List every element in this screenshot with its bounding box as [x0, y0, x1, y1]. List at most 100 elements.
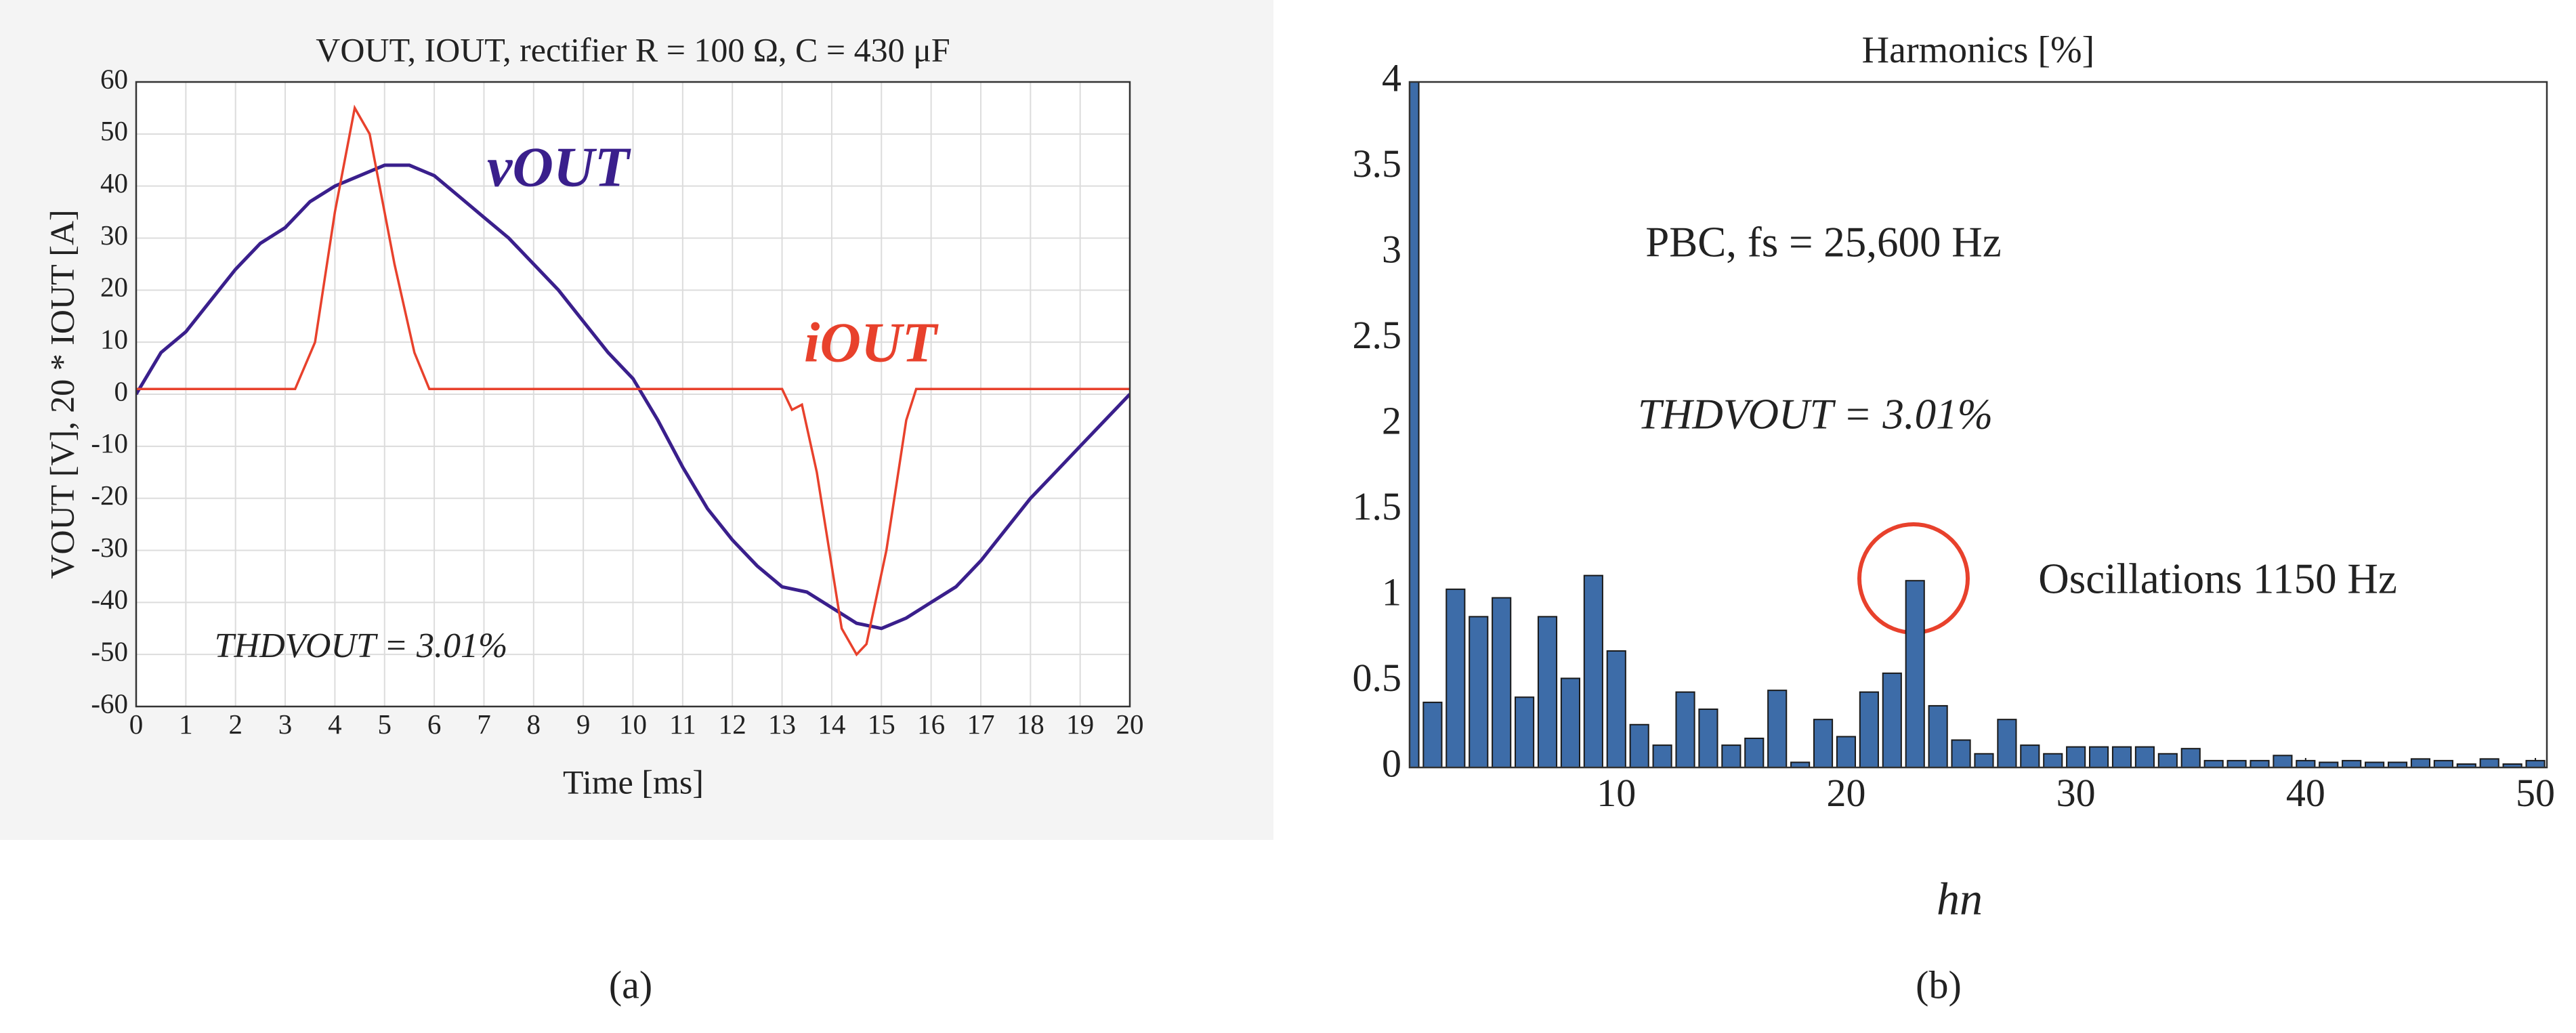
y-tick-label: -10 — [91, 427, 128, 459]
chart-title: Harmonics [%] — [1862, 29, 2095, 71]
x-tick-label: 3 — [278, 709, 293, 740]
bar — [2089, 746, 2109, 767]
annotation: vOUT — [487, 135, 632, 198]
bar — [2296, 759, 2316, 767]
x-tick-label: 7 — [477, 709, 491, 740]
x-tick-label: 11 — [669, 709, 696, 740]
bar — [1951, 739, 1971, 767]
bar — [2180, 748, 2201, 767]
bar — [1882, 672, 1902, 767]
y-tick-label: 20 — [100, 272, 128, 303]
bar — [1469, 616, 1489, 767]
bar — [2020, 744, 2040, 767]
bar — [2157, 753, 2178, 767]
bar — [1698, 708, 1718, 767]
bar — [2433, 759, 2453, 767]
bar — [1445, 588, 1466, 767]
bar — [1606, 650, 1626, 767]
bar — [2134, 746, 2155, 767]
bar — [1515, 696, 1535, 767]
bar — [2250, 759, 2270, 767]
plot-area — [136, 104, 1130, 657]
x-tick-label: 12 — [719, 709, 746, 740]
bar — [1836, 736, 1857, 767]
bar — [1928, 704, 1948, 767]
bar — [2043, 753, 2063, 767]
bar — [1790, 761, 1811, 767]
bar — [2479, 758, 2499, 767]
x-tick-label: 6 — [427, 709, 442, 740]
x-tick-label: 20 — [1116, 709, 1144, 740]
y-tick-label: 30 — [100, 219, 128, 251]
x-tick-label: 19 — [1066, 709, 1094, 740]
x-axis-label: hn — [1937, 873, 1983, 925]
y-tick-label: 40 — [100, 167, 128, 198]
annotation: THDVOUT = 3.01% — [215, 627, 508, 665]
annotation: PBC, fs = 25,600 Hz — [1645, 218, 2002, 266]
y-tick-label: 0 — [1382, 741, 1401, 785]
y-tick-label: 3.5 — [1353, 142, 1402, 186]
y-tick-label: 50 — [100, 115, 128, 146]
bar — [2273, 755, 2293, 767]
x-tick-label: 20 — [1826, 771, 1865, 815]
y-tick-label: 2 — [1382, 398, 1401, 442]
bar — [1652, 744, 1672, 767]
bar — [2387, 761, 2408, 767]
x-tick-label: 16 — [917, 709, 945, 740]
x-tick-label: 9 — [576, 709, 591, 740]
x-tick-label: 18 — [1017, 709, 1044, 740]
x-tick-label: 8 — [527, 709, 541, 740]
bar — [1997, 719, 2017, 767]
annotation: iOUT — [804, 311, 939, 374]
y-tick-label: 4 — [1382, 56, 1401, 100]
x-tick-label: 0 — [129, 709, 144, 740]
bar — [1492, 597, 1512, 767]
bar — [1767, 690, 1788, 767]
x-axis-label: Time [ms] — [563, 763, 704, 801]
y-tick-label: 10 — [100, 324, 128, 355]
x-tick-label: 40 — [2286, 771, 2325, 815]
chart-title: VOUT, IOUT, rectifier R = 100 Ω, C = 430… — [316, 30, 950, 68]
y-tick-label: -40 — [91, 584, 128, 615]
x-tick-label: 10 — [1597, 771, 1636, 815]
y-tick-label: 60 — [100, 63, 128, 94]
bar — [1410, 82, 1420, 767]
line-series — [136, 163, 1130, 631]
y-tick-label: -20 — [91, 480, 128, 511]
bar — [2525, 759, 2546, 767]
y-tick-label: -60 — [91, 688, 128, 719]
x-tick-label: 5 — [378, 709, 392, 740]
bar — [2203, 759, 2224, 767]
x-tick-label: 1 — [179, 709, 193, 740]
bar — [2410, 758, 2431, 767]
y-tick-label: -30 — [91, 532, 128, 563]
y-axis-label: VOUT [V], 20 * IOUT [A] — [43, 209, 81, 578]
annotation: Oscillations 1150 Hz — [2038, 555, 2397, 602]
bar — [1560, 677, 1581, 767]
bar — [1629, 723, 1649, 767]
bar — [1813, 719, 1834, 767]
line-series — [136, 104, 1130, 657]
bar — [1905, 580, 1925, 767]
panel-label: (a) — [609, 963, 652, 1007]
bar — [2342, 759, 2362, 767]
x-tick-label: 10 — [619, 709, 647, 740]
plot-area — [1410, 82, 2546, 767]
x-tick-label: 4 — [328, 709, 342, 740]
x-tick-label: 2 — [228, 709, 242, 740]
y-tick-label: -50 — [91, 636, 128, 667]
plot-frame — [135, 81, 1131, 708]
panel-label: (b) — [1916, 963, 1962, 1007]
bar — [2365, 761, 2385, 767]
y-tick-label: 0 — [114, 375, 129, 406]
y-tick-label: 1 — [1382, 570, 1401, 614]
y-tick-label: 2.5 — [1353, 313, 1402, 357]
bar — [1583, 574, 1603, 767]
bar — [1537, 616, 1558, 767]
y-tick-label: 0.5 — [1353, 656, 1402, 700]
x-tick-label: 13 — [768, 709, 796, 740]
bar — [2111, 746, 2132, 767]
bar — [1422, 701, 1443, 767]
annotation: THDVOUT = 3.01% — [1638, 390, 1993, 438]
